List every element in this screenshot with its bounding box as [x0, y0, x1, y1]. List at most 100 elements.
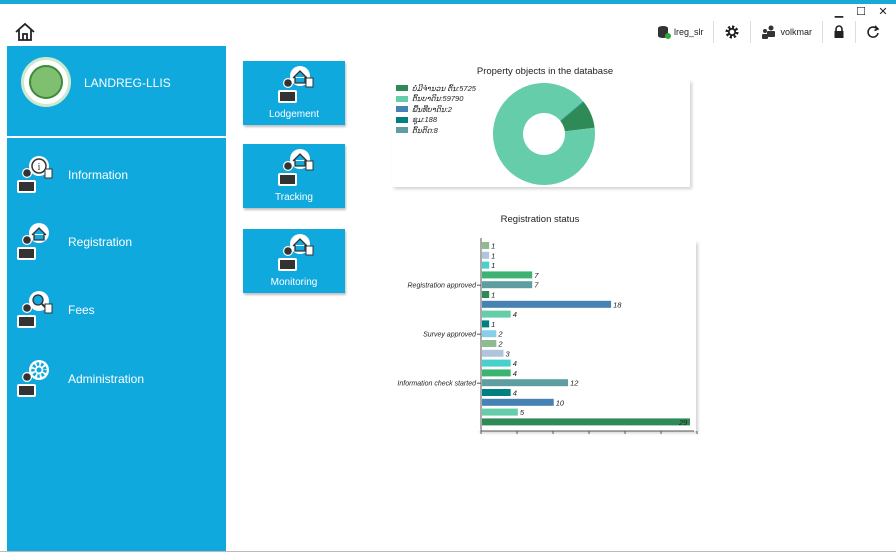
bar-value-label: 4: [513, 369, 517, 378]
svg-text:i: i: [38, 162, 41, 173]
users-icon: [762, 25, 776, 39]
bar[interactable]: [482, 271, 533, 279]
refresh-logout-icon: [867, 25, 880, 38]
sidebar-item-information[interactable]: i Information: [7, 150, 226, 200]
bar[interactable]: [482, 389, 511, 396]
logout-button[interactable]: [856, 21, 890, 43]
window-controls: ▁ ☐ ✕: [832, 5, 890, 18]
bar[interactable]: [482, 369, 511, 377]
legend-swatch: [396, 95, 408, 102]
bar-category-label: Registration approved: [408, 283, 478, 290]
app-logo: [21, 57, 71, 107]
magnifier-person-icon: [17, 291, 53, 328]
bar-value-label: 12: [570, 379, 579, 388]
pie-slice[interactable]: [560, 101, 584, 121]
bar-value-label: 7: [534, 271, 539, 280]
pie-slice[interactable]: [493, 82, 595, 185]
bar-value-label: 18: [613, 300, 622, 309]
lodgement-tile[interactable]: Lodgement: [243, 61, 345, 125]
bar-value-label: 1: [491, 291, 495, 300]
bar-value-label: 3: [506, 349, 511, 358]
database-indicator[interactable]: lreg_slr: [647, 21, 715, 43]
window-top-border: [0, 0, 896, 4]
bar[interactable]: [482, 310, 511, 318]
pie-legend-item: ພື້ນທີ່ບາດິນ:2: [396, 104, 476, 115]
gear-person-icon: [17, 360, 49, 397]
bar[interactable]: [482, 300, 612, 308]
sidebar-item-registration[interactable]: Registration: [7, 217, 226, 267]
legend-label: ບໍ່ມີຈຳນວນ ຕົ້ນ:5725: [412, 83, 476, 93]
legend-swatch: [396, 85, 408, 92]
bar[interactable]: [482, 349, 504, 357]
bar-value-label: 4: [513, 389, 517, 398]
app-name: LANDREG-LLIS: [84, 76, 171, 90]
sidebar-item-label: Fees: [68, 303, 95, 317]
close-button[interactable]: ✕: [878, 6, 888, 18]
bar-value-label: 1: [491, 320, 495, 329]
legend-swatch: [396, 106, 408, 113]
bar[interactable]: [482, 340, 497, 347]
user-label: volkmar: [780, 27, 812, 37]
home-icon[interactable]: [14, 22, 36, 42]
bar[interactable]: [482, 359, 511, 367]
house-person-icon: [278, 149, 314, 186]
pie-slice[interactable]: [560, 101, 584, 121]
bar-category-label: Survey approved: [423, 332, 477, 339]
legend-swatch: [396, 116, 408, 123]
sidebar: LANDREG-LLIS i Information Registration: [7, 46, 226, 551]
bar-value-label: 1: [491, 251, 495, 260]
bar-value-label: 1: [491, 261, 495, 270]
gear-icon: [725, 25, 739, 39]
lock-button[interactable]: [823, 21, 856, 43]
bar-value-label: 2: [497, 330, 503, 339]
bar-value-label: 29: [678, 418, 688, 427]
bar-value-label: 1: [491, 242, 495, 251]
bar[interactable]: [482, 320, 490, 328]
database-label: lreg_slr: [673, 27, 704, 37]
maximize-button[interactable]: ☐: [856, 6, 866, 18]
pie-legend: ບໍ່ມີຈຳນວນ ຕົ້ນ:5725 ຕົ້ນບາດິນ:59790 ພື້ນທ…: [396, 83, 476, 136]
lock-icon: [834, 25, 844, 38]
legend-label: ຕົ້ນຕິດ:8: [412, 125, 438, 135]
bar[interactable]: [482, 281, 533, 289]
settings-button[interactable]: [714, 21, 752, 43]
bar[interactable]: [482, 398, 554, 406]
minimize-button[interactable]: ▁: [834, 6, 844, 18]
logo-emblem: [29, 65, 63, 99]
legend-swatch: [396, 127, 408, 134]
property-pie-chart: [493, 82, 595, 185]
pie-chart-title: Property objects in the database: [476, 66, 614, 77]
monitoring-tile[interactable]: Monitoring: [243, 229, 345, 293]
sidebar-item-fees[interactable]: Fees: [7, 285, 226, 335]
bar-category-label: Information check started: [397, 381, 477, 388]
sidebar-item-label: Registration: [68, 235, 133, 249]
tile-label: Lodgement: [268, 109, 320, 120]
user-indicator[interactable]: volkmar: [751, 21, 823, 43]
house-person-icon: [278, 234, 314, 271]
legend-label: ພື້ນທີ່ບາດິນ:2: [412, 104, 452, 114]
bar[interactable]: [482, 261, 490, 269]
toolbar: lreg_slr volkmar: [0, 18, 896, 46]
bar[interactable]: [482, 408, 518, 416]
sidebar-item-label: Administration: [68, 372, 145, 386]
sidebar-item-administration[interactable]: Administration: [7, 354, 226, 404]
bar[interactable]: [482, 379, 569, 387]
bar[interactable]: [482, 330, 497, 338]
database-icon: [657, 26, 671, 39]
pie-legend-item: ບໍ່ມີຈຳນວນ ຕົ້ນ:5725: [396, 83, 476, 94]
sidebar-header: LANDREG-LLIS: [7, 46, 226, 138]
pie-legend-item: ຊຸມ:188: [396, 115, 476, 126]
info-person-icon: i: [17, 156, 53, 193]
legend-label: ຊຸມ:188: [412, 115, 437, 125]
pie-slice[interactable]: [560, 102, 584, 121]
bar[interactable]: [482, 418, 690, 426]
sidebar-item-label: Information: [68, 168, 129, 182]
bar[interactable]: [482, 242, 490, 249]
bar[interactable]: [482, 251, 490, 259]
tracking-tile[interactable]: Tracking: [243, 144, 345, 208]
tile-label: Tracking: [275, 192, 313, 203]
pie-slice[interactable]: [560, 102, 595, 132]
window-bottom-border: [0, 551, 896, 558]
bar[interactable]: [482, 291, 490, 298]
